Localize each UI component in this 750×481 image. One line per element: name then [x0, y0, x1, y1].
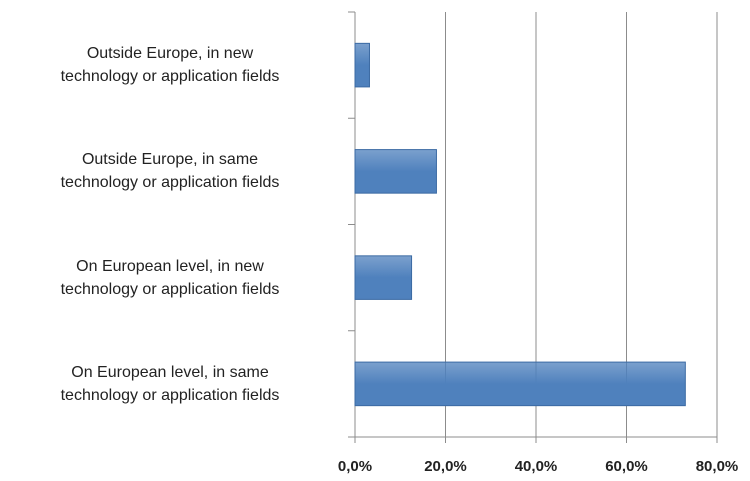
category-label: On European level, in new technology or …	[60, 257, 280, 298]
category-label: Outside Europe, in new technology or app…	[60, 45, 280, 86]
x-tick-label: 80,0%	[696, 458, 739, 475]
x-tick-label: 0,0%	[338, 458, 372, 475]
x-tick-label: 20,0%	[424, 458, 467, 475]
bar	[354, 255, 413, 300]
bar	[354, 42, 370, 88]
bar	[354, 149, 437, 194]
category-label: Outside Europe, in same technology or ap…	[60, 151, 280, 192]
bar	[354, 361, 686, 407]
x-tick-label: 60,0%	[605, 458, 648, 475]
x-tick-label: 40,0%	[515, 458, 558, 475]
category-label: On European level, in same technology or…	[60, 363, 280, 404]
